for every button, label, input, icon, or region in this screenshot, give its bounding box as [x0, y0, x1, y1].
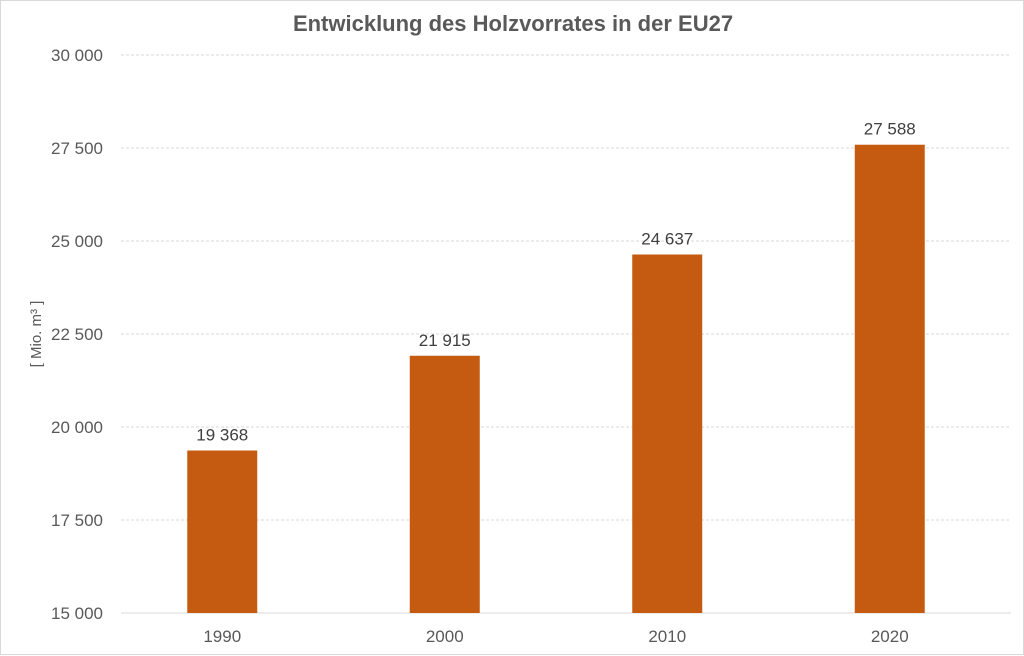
y-tick-label: 22 500 [51, 325, 103, 344]
x-tick-label: 2020 [871, 627, 909, 646]
data-label-2010: 24 637 [641, 230, 693, 249]
x-tick-label: 2010 [648, 627, 686, 646]
y-tick-label: 27 500 [51, 139, 103, 158]
bar-2010 [632, 254, 703, 613]
bar-2000 [409, 355, 480, 613]
data-label-2020: 27 588 [864, 120, 916, 139]
y-tick-label: 20 000 [51, 418, 103, 437]
y-axis-ticks: 15 000 17 500 20 000 22 500 25 000 27 500 30 0… [51, 46, 103, 623]
bar-1990 [187, 450, 258, 613]
data-labels: 19 368 21 915 24 637 27 588 [196, 120, 916, 445]
y-tick-label: 15 000 [51, 604, 103, 623]
y-tick-label: 17 500 [51, 511, 103, 530]
x-axis-ticks: 1990 2000 2010 2020 [203, 627, 908, 646]
bar-2020 [854, 144, 925, 614]
y-tick-label: 30 000 [51, 46, 103, 65]
chart-title: Entwicklung des Holzvorrates in der EU27 [293, 11, 733, 36]
data-label-1990: 19 368 [196, 426, 248, 445]
data-label-2000: 21 915 [419, 331, 471, 350]
y-axis-title: [ Mio. m³ ] [28, 301, 45, 368]
y-tick-label: 25 000 [51, 232, 103, 251]
x-tick-label: 2000 [426, 627, 464, 646]
bars [187, 144, 925, 614]
x-tick-label: 1990 [203, 627, 241, 646]
